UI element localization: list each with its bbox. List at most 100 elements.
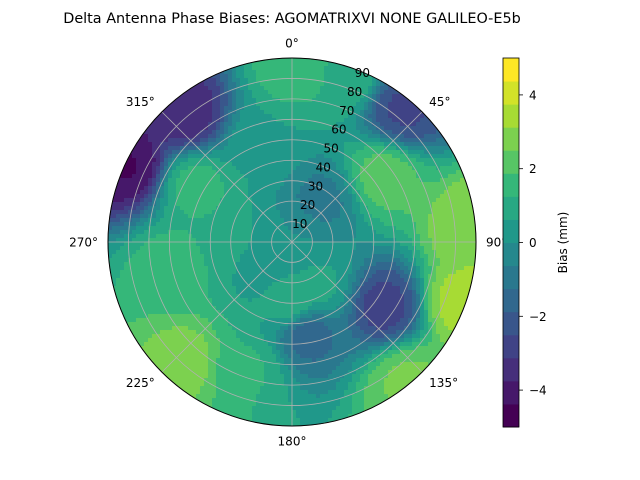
- field-cell: [216, 86, 221, 91]
- field-cell: [392, 298, 397, 303]
- field-cell: [292, 246, 297, 251]
- field-cell: [160, 250, 165, 255]
- field-cell: [172, 266, 177, 271]
- field-cell: [216, 110, 221, 115]
- field-cell: [196, 126, 201, 131]
- field-cell: [320, 130, 325, 135]
- field-cell: [264, 198, 269, 203]
- field-cell: [360, 122, 365, 127]
- field-cell: [356, 302, 361, 307]
- field-cell: [332, 254, 337, 259]
- field-cell: [360, 254, 365, 259]
- field-cell: [268, 174, 273, 179]
- field-cell: [176, 166, 181, 171]
- field-cell: [148, 282, 153, 287]
- field-cell: [376, 226, 381, 231]
- field-cell: [212, 270, 217, 275]
- field-cell: [368, 190, 373, 195]
- field-cell: [136, 238, 141, 243]
- field-cell: [196, 130, 201, 135]
- field-cell: [184, 122, 189, 127]
- field-cell: [348, 130, 353, 135]
- field-cell: [156, 182, 161, 187]
- field-cell: [376, 118, 381, 123]
- field-cell: [164, 282, 169, 287]
- field-cell: [308, 134, 313, 139]
- field-cell: [312, 246, 317, 251]
- field-cell: [164, 286, 169, 291]
- field-cell: [284, 110, 289, 115]
- field-cell: [272, 154, 277, 159]
- field-cell: [400, 154, 405, 159]
- field-cell: [456, 278, 461, 283]
- field-cell: [184, 170, 189, 175]
- field-cell: [264, 102, 269, 107]
- field-cell: [132, 170, 137, 175]
- field-cell: [244, 274, 249, 279]
- field-cell: [404, 286, 409, 291]
- field-cell: [384, 134, 389, 139]
- field-cell: [184, 274, 189, 279]
- field-cell: [260, 282, 265, 287]
- field-cell: [328, 290, 333, 295]
- field-cell: [212, 82, 217, 87]
- field-cell: [356, 234, 361, 239]
- field-cell: [356, 122, 361, 127]
- field-cell: [224, 246, 229, 251]
- field-cell: [292, 294, 297, 299]
- field-cell: [336, 166, 341, 171]
- field-cell: [412, 130, 417, 135]
- field-cell: [120, 226, 125, 231]
- field-cell: [404, 302, 409, 307]
- field-cell: [224, 134, 229, 139]
- field-cell: [252, 270, 257, 275]
- field-cell: [372, 134, 377, 139]
- field-cell: [192, 242, 197, 247]
- field-cell: [228, 94, 233, 99]
- field-cell: [200, 186, 205, 191]
- field-cell: [228, 154, 233, 159]
- field-cell: [192, 86, 197, 91]
- field-cell: [328, 178, 333, 183]
- field-cell: [468, 278, 473, 283]
- field-cell: [120, 230, 125, 235]
- field-cell: [332, 162, 337, 167]
- field-cell: [440, 238, 445, 243]
- field-cell: [400, 102, 405, 107]
- field-cell: [384, 258, 389, 263]
- field-cell: [116, 194, 121, 199]
- field-cell: [240, 206, 245, 211]
- field-cell: [452, 202, 457, 207]
- field-cell: [368, 222, 373, 227]
- field-cell: [244, 110, 249, 115]
- field-cell: [376, 134, 381, 139]
- field-cell: [208, 226, 213, 231]
- field-cell: [340, 250, 345, 255]
- field-cell: [224, 74, 229, 79]
- field-cell: [192, 118, 197, 123]
- field-cell: [272, 254, 277, 259]
- field-cell: [420, 262, 425, 267]
- field-cell: [360, 86, 365, 91]
- field-cell: [156, 282, 161, 287]
- field-cell: [180, 122, 185, 127]
- field-cell: [332, 266, 337, 271]
- field-cell: [436, 306, 441, 311]
- field-cell: [168, 106, 173, 111]
- field-cell: [440, 170, 445, 175]
- field-cell: [300, 58, 305, 63]
- field-cell: [256, 74, 261, 79]
- field-cell: [252, 130, 257, 135]
- field-cell: [384, 286, 389, 291]
- field-cell: [296, 70, 301, 75]
- field-cell: [280, 190, 285, 195]
- field-cell: [300, 294, 305, 299]
- field-cell: [444, 178, 449, 183]
- field-cell: [136, 230, 141, 235]
- field-cell: [216, 178, 221, 183]
- field-cell: [120, 258, 125, 263]
- field-cell: [316, 106, 321, 111]
- field-cell: [304, 258, 309, 263]
- field-cell: [276, 142, 281, 147]
- field-cell: [472, 286, 476, 291]
